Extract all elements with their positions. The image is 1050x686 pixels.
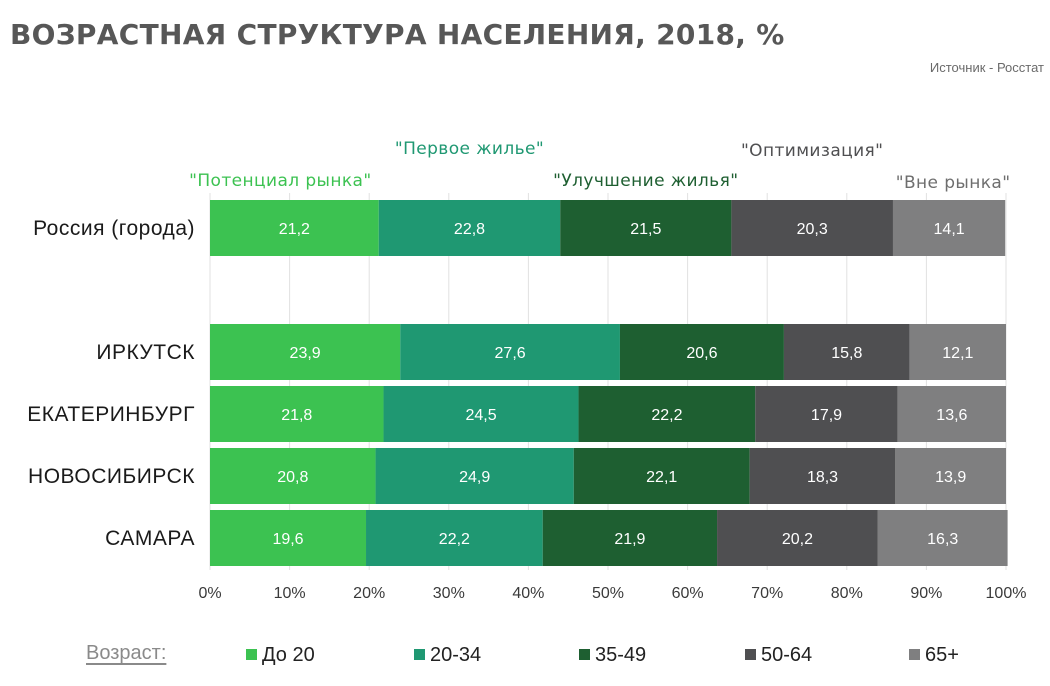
x-tick-label: 60% bbox=[672, 585, 704, 602]
data-label: 20,8 bbox=[277, 469, 308, 486]
bar-segment bbox=[378, 200, 561, 256]
legend: Возраст: До 20 20-34 35-49 50-64 65+ bbox=[86, 640, 1006, 674]
chart-title: ВОЗРАСТНАЯ СТРУКТУРА НАСЕЛЕНИЯ, 2018, % bbox=[10, 18, 785, 51]
legend-label: До 20 bbox=[262, 644, 315, 666]
bar-segment bbox=[892, 200, 1006, 256]
data-label: 22,2 bbox=[439, 531, 470, 548]
bar-segment bbox=[895, 448, 1006, 504]
segment-annotation: "Первое жилье" bbox=[395, 139, 544, 159]
data-label: 24,9 bbox=[459, 469, 490, 486]
data-label: 20,2 bbox=[782, 531, 813, 548]
segment-annotation: "Оптимизация" bbox=[741, 141, 883, 161]
bar-segment bbox=[573, 448, 750, 504]
legend-swatch bbox=[909, 649, 920, 660]
bar-segment bbox=[560, 200, 732, 256]
x-tick-label: 30% bbox=[433, 585, 465, 602]
x-tick-label: 40% bbox=[512, 585, 544, 602]
bar-segment bbox=[375, 448, 574, 504]
segment-annotation: "Улучшение жилья" bbox=[553, 171, 738, 191]
bar-segment bbox=[731, 200, 893, 256]
data-label: 18,3 bbox=[807, 469, 838, 486]
data-label: 17,9 bbox=[811, 407, 842, 424]
data-label: 27,6 bbox=[495, 345, 526, 362]
data-label: 21,2 bbox=[279, 221, 310, 238]
bar-segment bbox=[210, 510, 367, 566]
data-label: 19,6 bbox=[272, 531, 303, 548]
x-tick-label: 20% bbox=[353, 585, 385, 602]
bar-segment bbox=[210, 200, 379, 256]
legend-item-35-49: 35-49 bbox=[579, 644, 646, 667]
data-label: 14,1 bbox=[934, 221, 965, 238]
legend-item-65-plus: 65+ bbox=[909, 644, 959, 667]
bar-segment bbox=[210, 386, 384, 442]
bar-segment bbox=[542, 510, 718, 566]
bar-segment bbox=[210, 448, 376, 504]
bar-segment bbox=[897, 386, 1006, 442]
legend-swatch bbox=[246, 649, 257, 660]
bar-segment bbox=[619, 324, 784, 380]
x-tick-label: 100% bbox=[986, 585, 1027, 602]
bar-segment bbox=[755, 386, 898, 442]
data-label: 20,6 bbox=[686, 345, 717, 362]
data-label: 20,3 bbox=[797, 221, 828, 238]
legend-item-20-34: 20-34 bbox=[414, 644, 481, 667]
legend-label: 35-49 bbox=[595, 644, 647, 666]
bar-segment bbox=[877, 510, 1008, 566]
source-note: Источник - Росстат bbox=[929, 60, 1044, 75]
data-label: 22,1 bbox=[646, 469, 677, 486]
data-label: 16,3 bbox=[927, 531, 958, 548]
data-label: 24,5 bbox=[465, 407, 496, 424]
data-label: 22,8 bbox=[454, 221, 485, 238]
data-label: 22,2 bbox=[651, 407, 682, 424]
x-tick-label: 10% bbox=[274, 585, 306, 602]
data-label: 21,8 bbox=[281, 407, 312, 424]
category-label: ЕКАТЕРИНБУРГ bbox=[27, 403, 195, 426]
data-label: 12,1 bbox=[942, 345, 973, 362]
category-label: САМАРА bbox=[105, 527, 195, 550]
legend-swatch bbox=[579, 649, 590, 660]
data-label: 13,9 bbox=[935, 469, 966, 486]
x-tick-label: 0% bbox=[198, 585, 221, 602]
bar-segment bbox=[383, 386, 579, 442]
legend-label: 50-64 bbox=[761, 644, 813, 666]
data-label: 21,5 bbox=[630, 221, 661, 238]
data-label: 13,6 bbox=[936, 407, 967, 424]
stacked-bar-chart: 21,2 22,8 21,5 20,3 14,1 Россия (города) 23,9 2… bbox=[27, 139, 1027, 602]
legend-label: 65+ bbox=[925, 644, 959, 666]
x-tick-label: 50% bbox=[592, 585, 624, 602]
category-label: Россия (города) bbox=[33, 217, 195, 240]
bar-segment bbox=[909, 324, 1006, 380]
legend-swatch bbox=[414, 649, 425, 660]
bar-segment bbox=[783, 324, 910, 380]
data-label: 15,8 bbox=[831, 345, 862, 362]
bar-segment bbox=[749, 448, 896, 504]
category-label: ИРКУТСК bbox=[96, 341, 195, 364]
x-tick-label: 70% bbox=[751, 585, 783, 602]
legend-item-under-20: До 20 bbox=[246, 644, 315, 667]
x-tick-label: 90% bbox=[910, 585, 942, 602]
bar-segment bbox=[400, 324, 620, 380]
legend-label: 20-34 bbox=[430, 644, 482, 666]
segment-annotation: "Вне рынка" bbox=[896, 173, 1011, 193]
legend-item-50-64: 50-64 bbox=[745, 644, 812, 667]
legend-title: Возраст: bbox=[86, 642, 167, 664]
bar-segment bbox=[578, 386, 756, 442]
bar-segment bbox=[210, 324, 401, 380]
bar-segment bbox=[366, 510, 543, 566]
legend-swatch bbox=[745, 649, 756, 660]
segment-annotation: "Потенциал рынка" bbox=[189, 171, 371, 191]
data-label: 21,9 bbox=[614, 531, 645, 548]
x-tick-label: 80% bbox=[831, 585, 863, 602]
bar-segment bbox=[717, 510, 878, 566]
data-label: 23,9 bbox=[290, 345, 321, 362]
category-label: НОВОСИБИРСК bbox=[28, 465, 195, 488]
